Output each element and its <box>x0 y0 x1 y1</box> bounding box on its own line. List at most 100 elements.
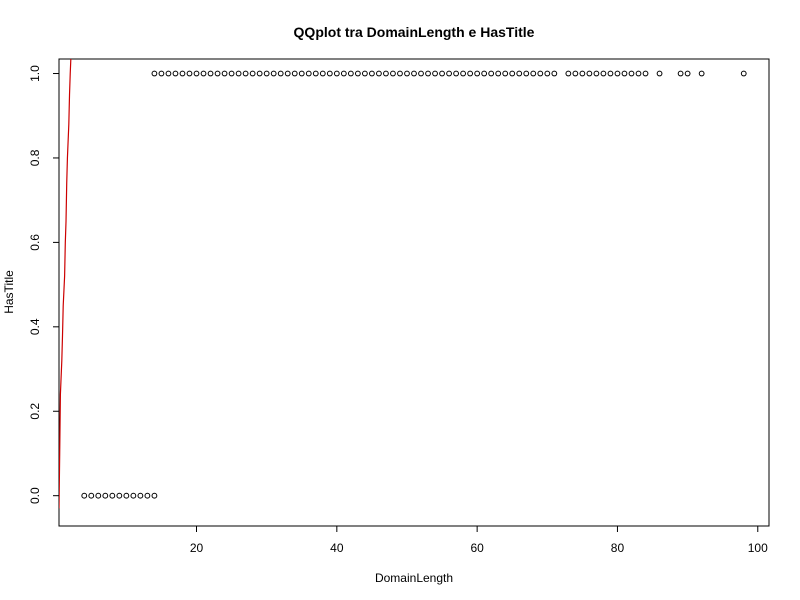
data-point <box>88 492 95 499</box>
y-axis: 0.0 0.2 0.4 0.6 0.8 1.0 <box>28 65 60 504</box>
x-tick-label: 40 <box>330 541 344 555</box>
y-tick-label: 1.0 <box>28 65 42 82</box>
data-point <box>516 70 523 77</box>
data-point <box>193 70 200 77</box>
data-point <box>172 70 179 77</box>
data-point <box>572 70 579 77</box>
data-point <box>635 70 642 77</box>
data-point <box>116 492 123 499</box>
y-tick-label: 0.8 <box>28 149 42 166</box>
data-point <box>249 70 256 77</box>
data-point <box>460 70 467 77</box>
data-point <box>474 70 481 77</box>
data-point <box>242 70 249 77</box>
x-tick-label: 80 <box>611 541 625 555</box>
data-point <box>439 70 445 77</box>
data-point <box>277 70 284 77</box>
x-tick-label: 100 <box>748 541 768 555</box>
data-point <box>200 70 207 77</box>
data-point <box>446 70 452 77</box>
data-point <box>495 70 502 77</box>
data-point <box>109 492 116 499</box>
data-point <box>453 70 459 77</box>
data-point <box>81 492 88 499</box>
points-layer <box>81 70 747 499</box>
data-point <box>376 70 382 77</box>
data-point <box>137 492 144 499</box>
data-point <box>361 70 368 77</box>
data-point <box>614 70 621 77</box>
data-point <box>298 70 305 77</box>
x-tick-label: 60 <box>470 541 484 555</box>
data-point <box>354 70 361 77</box>
x-tick-label: 20 <box>190 541 204 555</box>
data-point <box>179 70 186 77</box>
data-point <box>158 70 165 77</box>
data-point <box>593 70 600 77</box>
data-point <box>621 70 628 77</box>
data-point <box>509 70 516 77</box>
data-point <box>642 70 649 77</box>
data-point <box>130 492 137 499</box>
data-point <box>467 70 474 77</box>
y-tick-label: 0.6 <box>28 234 42 251</box>
data-point <box>628 70 635 77</box>
data-point <box>425 70 431 77</box>
reference-line-layer <box>59 59 72 509</box>
data-point <box>523 70 530 77</box>
data-point <box>340 70 347 77</box>
data-point <box>383 70 389 77</box>
chart-title: QQplot tra DomainLength e HasTitle <box>294 24 535 40</box>
data-point <box>305 70 312 77</box>
data-point <box>565 70 572 77</box>
data-point <box>151 492 158 499</box>
data-point <box>677 70 684 77</box>
data-point <box>698 70 705 77</box>
data-point <box>333 70 340 77</box>
x-axis-label: DomainLength <box>375 571 453 585</box>
data-point <box>263 70 270 77</box>
data-point <box>235 70 242 77</box>
data-point <box>537 70 544 77</box>
data-point <box>151 70 158 77</box>
x-axis: 20 40 60 80 100 <box>190 525 768 555</box>
data-point <box>397 70 403 77</box>
data-point <box>404 70 410 77</box>
data-point <box>684 70 691 77</box>
data-point <box>411 70 417 77</box>
data-point <box>207 70 214 77</box>
data-point <box>270 70 277 77</box>
y-tick-label: 0.0 <box>28 487 42 504</box>
data-point <box>123 492 130 499</box>
y-tick-label: 0.2 <box>28 403 42 420</box>
data-point <box>165 70 172 77</box>
y-tick-label: 0.4 <box>28 318 42 335</box>
data-point <box>390 70 396 77</box>
data-point <box>144 492 151 499</box>
data-point <box>102 492 109 499</box>
data-point <box>544 70 551 77</box>
data-point <box>228 70 235 77</box>
data-point <box>607 70 614 77</box>
data-point <box>418 70 424 77</box>
data-point <box>530 70 537 77</box>
data-point <box>579 70 586 77</box>
data-point <box>600 70 607 77</box>
data-point <box>221 70 228 77</box>
data-point <box>284 70 291 77</box>
data-point <box>347 70 354 77</box>
data-point <box>256 70 263 77</box>
qq-reference-line <box>59 59 72 509</box>
data-point <box>95 492 102 499</box>
data-point <box>186 70 193 77</box>
data-point <box>656 70 663 77</box>
data-point <box>551 70 558 77</box>
data-point <box>312 70 319 77</box>
y-axis-label: HasTitle <box>2 270 16 314</box>
data-point <box>740 70 747 77</box>
data-point <box>319 70 326 77</box>
data-point <box>432 70 438 77</box>
data-point <box>291 70 298 77</box>
plot-frame <box>58 58 770 527</box>
